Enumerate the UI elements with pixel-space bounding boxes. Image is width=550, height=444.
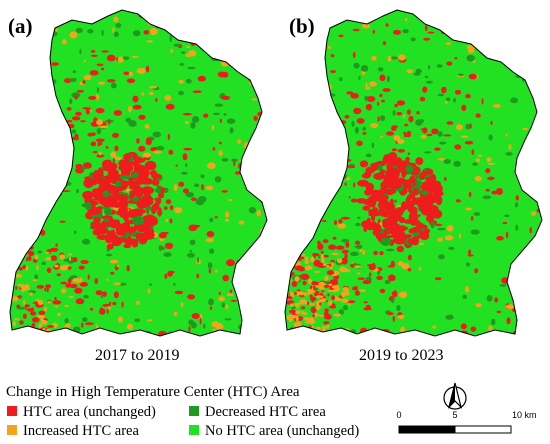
legend-title: Change in High Temperature Center (HTC) … <box>6 384 300 400</box>
legend-label: Decreased HTC area <box>205 404 326 420</box>
legend-label: HTC area (unchanged) <box>23 404 156 420</box>
scale-tick-0: 0 <box>396 410 401 420</box>
legend-item-no-htc: No HTC area (unchanged) <box>189 423 359 440</box>
legend-item-increased-htc: Increased HTC area <box>7 423 139 440</box>
panel-label-b: (b) <box>289 14 315 38</box>
north-arrow-icon <box>443 382 467 410</box>
map-panel-b <box>284 9 543 337</box>
panel-label-a: (a) <box>8 14 33 38</box>
legend-swatch <box>7 424 17 435</box>
scale-tick-10: 10 km <box>512 410 537 420</box>
scale-bar: 0 5 10 km <box>396 410 537 434</box>
legend-item-decreased-htc: Decreased HTC area <box>189 404 326 421</box>
legend-item-htc-unchanged: HTC area (unchanged) <box>7 404 156 421</box>
region-boundary <box>9 9 268 337</box>
period-label-a: 2017 to 2019 <box>95 347 180 364</box>
period-label-b: 2019 to 2023 <box>359 347 444 364</box>
scale-tick-5: 5 <box>452 410 457 420</box>
map-panel-a <box>9 9 268 337</box>
legend-swatch <box>189 424 199 435</box>
legend-swatch <box>189 405 199 416</box>
legend-label: No HTC area (unchanged) <box>205 423 360 439</box>
legend-label: Increased HTC area <box>23 423 139 439</box>
region-boundary <box>284 9 543 337</box>
legend-swatch <box>7 405 17 416</box>
